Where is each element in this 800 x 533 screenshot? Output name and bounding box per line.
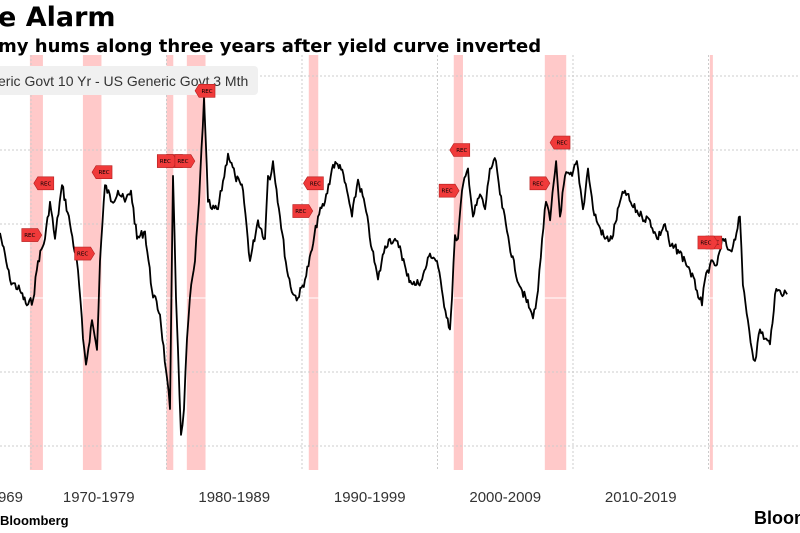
rec-marker-tag <box>549 135 571 150</box>
chart-title: e Alarm <box>0 2 116 33</box>
recession-band <box>453 55 463 470</box>
rec-marker-tag <box>697 235 719 250</box>
rec-marker-label: REC <box>77 252 88 258</box>
rec-marker: REC <box>292 204 314 218</box>
rec-marker: REC <box>33 176 55 191</box>
x-tick-label: 1970-1979 <box>63 489 135 506</box>
gridlines <box>0 55 800 470</box>
rec-marker-tag <box>438 183 460 198</box>
rec-marker-label: REC <box>24 233 35 239</box>
x-tick-label: 2000-2009 <box>469 489 541 506</box>
rec-marker-label: REC <box>456 148 467 154</box>
legend-box <box>0 66 258 95</box>
rec-marker-label: REC <box>310 181 321 187</box>
rec-marker-label: REC <box>295 209 306 215</box>
rec-marker: REC <box>91 165 113 179</box>
rec-marker-tag <box>194 84 216 98</box>
spread-line <box>0 97 788 436</box>
legend-label: eric Govt 10 Yr - US Generic Govt 3 Mth <box>0 73 248 89</box>
rec-marker-tag <box>33 176 55 191</box>
rec-marker-label: REC <box>40 181 51 187</box>
rec-marker-tag <box>529 176 551 191</box>
rec-marker-label: REC <box>556 141 567 147</box>
recession-band <box>544 55 567 470</box>
rec-markers: REC REC REC REC REC REC REC REC REC REC REC REC REC R… <box>21 84 723 261</box>
rec-marker-tag <box>303 176 324 191</box>
rec-marker-label: REC <box>160 159 171 165</box>
recession-band <box>166 55 174 470</box>
rec-marker-label: REC <box>177 159 188 165</box>
rec-marker: REC <box>21 228 43 242</box>
x-tick-label: 2010-2019 <box>605 489 677 506</box>
x-tick-label: 1980-1989 <box>198 489 270 506</box>
rec-marker: REC <box>449 143 471 157</box>
recession-band <box>29 55 43 470</box>
rec-marker-label: REC <box>442 189 453 195</box>
rec-marker: REC <box>194 84 216 98</box>
rec-marker-tag <box>292 204 314 218</box>
rec-marker: REC <box>549 135 571 150</box>
rec-marker: REC <box>174 154 196 168</box>
rec-marker: REC <box>74 246 95 261</box>
rec-marker-label: REC <box>700 241 711 247</box>
x-tick-label: 1990-1999 <box>334 489 406 506</box>
rec-marker-label: REC <box>98 170 109 176</box>
rec-marker-tag <box>91 165 113 179</box>
rec-marker: REC <box>438 183 460 198</box>
series-group <box>0 97 788 436</box>
legend: eric Govt 10 Yr - US Generic Govt 3 Mth <box>0 66 258 95</box>
recession-band <box>82 55 102 470</box>
bloomberg-logo: Bloom <box>754 508 800 528</box>
x-tick-label: 969 <box>0 489 23 506</box>
x-axis-labels: 969 1970-1979 1980-1989 1990-1999 2000-2009 2… <box>0 489 677 506</box>
rec-marker: REC <box>529 176 551 191</box>
rec-marker: REC <box>156 154 178 168</box>
recession-band <box>308 55 319 470</box>
source-label: Bloomberg <box>0 513 69 528</box>
rec-marker: REC <box>697 235 719 250</box>
rec-marker: REC <box>303 176 324 191</box>
rec-marker-tag <box>174 154 196 168</box>
rec-marker-label: REC <box>532 181 543 187</box>
recession-shading <box>29 55 713 470</box>
rec-marker-tag <box>21 228 43 242</box>
chart-subtitle: my hums along three years after yield cu… <box>0 36 542 57</box>
rec-marker-label: REC <box>201 89 212 95</box>
rec-marker-tag <box>74 246 95 261</box>
rec-marker-tag <box>449 143 471 157</box>
